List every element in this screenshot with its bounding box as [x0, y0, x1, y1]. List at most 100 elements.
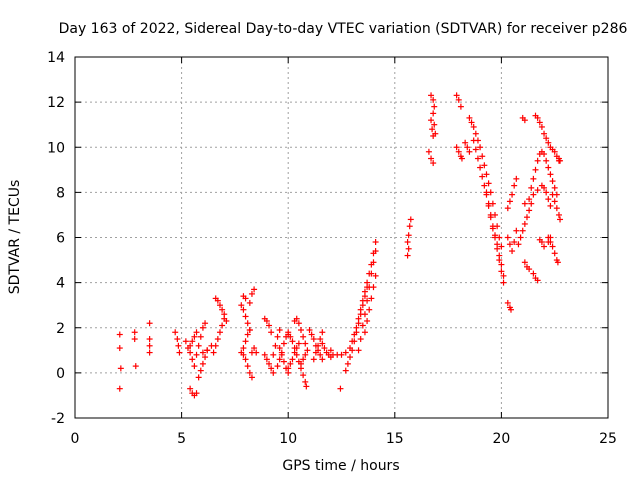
data-point — [519, 227, 526, 234]
data-point — [319, 340, 326, 347]
data-point — [364, 317, 371, 324]
data-point — [270, 369, 277, 376]
data-point — [458, 155, 465, 162]
data-point — [132, 363, 139, 370]
data-point — [280, 358, 287, 365]
data-point — [347, 345, 354, 352]
data-point — [507, 306, 514, 313]
data-point — [303, 383, 310, 390]
data-point — [116, 331, 123, 338]
data-point — [321, 345, 328, 352]
data-point — [430, 110, 437, 117]
data-point — [428, 92, 435, 99]
data-point — [545, 164, 552, 171]
data-point — [251, 345, 258, 352]
data-point — [304, 347, 311, 354]
data-point — [172, 329, 179, 336]
data-point — [317, 336, 324, 343]
data-point — [489, 223, 496, 230]
data-point — [517, 234, 524, 241]
data-point — [530, 191, 537, 198]
data-point — [541, 243, 548, 250]
data-point — [189, 338, 196, 345]
data-point — [117, 365, 124, 372]
data-point — [116, 385, 123, 392]
data-point — [370, 284, 377, 291]
data-point — [557, 216, 564, 223]
data-point — [274, 333, 281, 340]
data-point — [287, 360, 294, 367]
data-point — [545, 234, 552, 241]
data-point — [197, 333, 204, 340]
data-point — [202, 354, 209, 361]
data-point — [270, 351, 277, 358]
data-point — [372, 239, 379, 246]
data-point — [455, 96, 462, 103]
data-point — [521, 220, 528, 227]
data-point — [344, 360, 351, 367]
y-tick-label: 10 — [47, 140, 65, 156]
data-point — [295, 340, 302, 347]
data-point — [293, 315, 300, 322]
data-point — [541, 184, 548, 191]
data-point — [481, 162, 488, 169]
data-point — [199, 324, 206, 331]
data-point — [289, 356, 296, 363]
data-point — [193, 329, 200, 336]
data-point — [263, 317, 270, 324]
data-point — [405, 232, 412, 239]
data-point — [511, 182, 518, 189]
data-point — [405, 245, 412, 252]
data-point — [244, 320, 251, 327]
data-point — [216, 329, 223, 336]
data-point — [187, 349, 194, 356]
data-point — [404, 252, 411, 259]
data-point — [197, 367, 204, 374]
data-point — [511, 239, 518, 246]
data-point — [300, 333, 307, 340]
data-point — [338, 351, 345, 358]
data-point — [242, 356, 249, 363]
data-point — [242, 313, 249, 320]
data-point — [430, 96, 437, 103]
x-tick-label: 10 — [279, 431, 297, 447]
data-point — [268, 329, 275, 336]
data-point — [312, 349, 319, 356]
y-tick-label: 8 — [56, 185, 65, 201]
data-point — [526, 207, 533, 214]
data-point — [543, 135, 550, 142]
data-point — [219, 306, 226, 313]
data-point — [513, 227, 520, 234]
data-point — [263, 356, 270, 363]
data-point — [193, 390, 200, 397]
data-point — [551, 184, 558, 191]
data-point — [116, 345, 123, 352]
data-point — [370, 259, 377, 266]
data-point — [182, 338, 189, 345]
data-point — [470, 137, 477, 144]
data-point — [246, 327, 253, 334]
data-point — [297, 360, 304, 367]
data-point — [174, 336, 181, 343]
y-tick-labels: -2 0 2 4 6 8 10 12 14 — [47, 50, 65, 427]
x-tick-label: 0 — [71, 431, 80, 447]
data-point — [302, 378, 309, 385]
x-tick-labels: 0 5 10 15 20 25 — [71, 431, 617, 447]
data-point — [509, 191, 516, 198]
grid — [75, 57, 608, 418]
data-point — [549, 191, 556, 198]
data-point — [530, 270, 537, 277]
data-point — [253, 349, 260, 356]
data-point — [538, 239, 545, 246]
data-point — [302, 340, 309, 347]
data-point — [453, 144, 460, 151]
data-point — [240, 306, 247, 313]
x-tick-label: 20 — [492, 431, 510, 447]
data-point — [406, 223, 413, 230]
data-point — [195, 374, 202, 381]
data-point — [297, 327, 304, 334]
data-point — [549, 243, 556, 250]
data-point — [342, 349, 349, 356]
data-point — [212, 342, 219, 349]
data-point — [347, 354, 354, 361]
